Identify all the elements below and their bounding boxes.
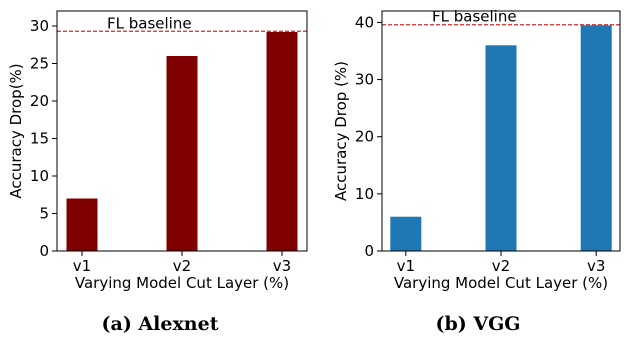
chart-b-xtick-label-v3: v3 [587,257,605,275]
chart-a-xlabel: Varying Model Cut Layer (%) [75,274,289,292]
chart-b-bar-v3 [580,25,612,251]
chart-a-baseline-label: FL baseline [107,14,192,32]
chart-b-ytick-label-30: 30 [355,71,374,89]
chart-a-xtick-label-v2: v2 [173,257,191,275]
chart-a-ytick-label-15: 15 [30,130,49,148]
chart-b-ytick-label-40: 40 [355,13,374,31]
chart-a-ytick-label-0: 0 [39,242,49,260]
chart-a-ytick-label-5: 5 [39,205,49,223]
chart-b-ytick-label-10: 10 [355,185,374,203]
chart-b-bar-v1 [390,216,422,251]
chart-b-bar-v2 [485,45,517,252]
chart-a-ylabel: Accuracy Drop(%) [7,63,25,198]
chart-a-ytick-label-20: 20 [30,92,49,110]
chart-a-caption: (a) Alexnet [101,313,219,335]
chart-a-xtick-label-v1: v1 [73,257,91,275]
chart-b-caption: (b) VGG [435,313,521,335]
chart-b-ytick-label-0: 0 [364,242,374,260]
chart-b-baseline-label: FL baseline [432,8,517,26]
chart-a-bar-v3 [266,32,298,251]
chart-a-ytick-label-10: 10 [30,167,49,185]
chart-b-xtick-label-v2: v2 [492,257,510,275]
chart-b-ytick-label-20: 20 [355,128,374,146]
chart-a-bar-v1 [66,198,98,251]
chart-a-bar-v2 [166,56,198,251]
chart-b-ylabel: Accuracy Drop (%) [332,61,350,201]
chart-a-ytick-label-25: 25 [30,55,49,73]
chart-b-xtick-label-v1: v1 [397,257,415,275]
chart-a-ytick-label-30: 30 [30,17,49,35]
chart-a-xtick-label-v3: v3 [273,257,291,275]
chart-b-xlabel: Varying Model Cut Layer (%) [394,274,608,292]
